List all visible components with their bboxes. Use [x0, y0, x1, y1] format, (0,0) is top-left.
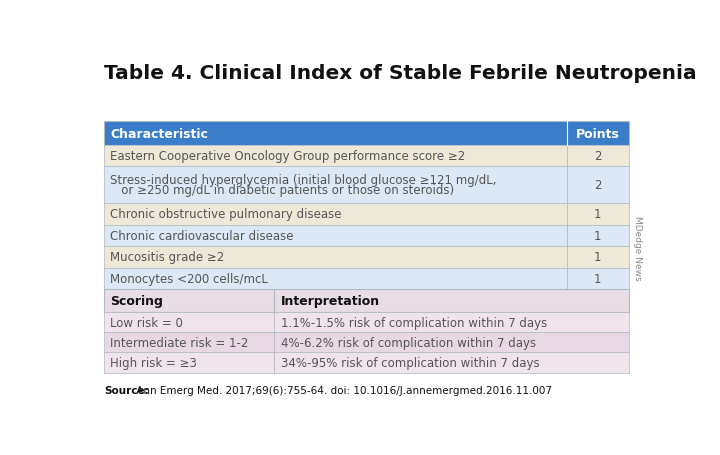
Text: 1: 1 [594, 208, 601, 221]
Text: Mucositis grade ≥2: Mucositis grade ≥2 [110, 251, 225, 264]
Bar [104, 145, 567, 167]
Text: Intermediate risk = 1-2: Intermediate risk = 1-2 [110, 336, 248, 349]
Text: 34%-95% risk of complication within 7 days: 34%-95% risk of complication within 7 da… [281, 356, 539, 369]
Text: Characteristic: Characteristic [110, 127, 208, 140]
Text: Points: Points [576, 127, 620, 140]
Bar [104, 290, 274, 313]
Text: Chronic obstructive pulmonary disease: Chronic obstructive pulmonary disease [110, 208, 342, 221]
Text: Stress-induced hyperglycemia (initial blood glucose ≥121 mg/dL,: Stress-induced hyperglycemia (initial bl… [110, 174, 497, 187]
Bar [104, 313, 274, 333]
Bar [104, 247, 567, 268]
Text: Chronic cardiovascular disease: Chronic cardiovascular disease [110, 229, 294, 243]
Bar [567, 145, 629, 167]
Bar [104, 204, 567, 225]
Text: Eastern Cooperative Oncology Group performance score ≥2: Eastern Cooperative Oncology Group perfo… [110, 150, 465, 162]
Bar [104, 225, 567, 247]
Bar [104, 333, 274, 353]
Text: 1: 1 [594, 251, 601, 264]
Text: 2: 2 [594, 150, 601, 162]
Bar [567, 167, 629, 204]
Text: 2: 2 [594, 179, 601, 192]
Text: Source:: Source: [104, 385, 149, 395]
Text: Monocytes <200 cells/mcL: Monocytes <200 cells/mcL [110, 273, 268, 285]
Text: 4%-6.2% risk of complication within 7 days: 4%-6.2% risk of complication within 7 da… [281, 336, 536, 349]
Bar [274, 353, 629, 373]
Text: Table 4. Clinical Index of Stable Febrile Neutropenia: Table 4. Clinical Index of Stable Febril… [104, 64, 696, 83]
Bar [567, 225, 629, 247]
Text: Interpretation: Interpretation [281, 295, 379, 308]
Bar [567, 247, 629, 268]
Bar [104, 122, 629, 145]
Text: 1: 1 [594, 229, 601, 243]
Bar [567, 268, 629, 290]
Bar [274, 333, 629, 353]
Bar [567, 204, 629, 225]
Bar [274, 313, 629, 333]
Text: Scoring: Scoring [110, 295, 163, 308]
Bar [104, 353, 274, 373]
Text: Low risk = 0: Low risk = 0 [110, 316, 183, 329]
Text: High risk = ≥3: High risk = ≥3 [110, 356, 197, 369]
Text: 1.1%-1.5% risk of complication within 7 days: 1.1%-1.5% risk of complication within 7 … [281, 316, 547, 329]
Bar [104, 167, 567, 204]
Text: or ≥250 mg/dL in diabetic patients or those on steroids): or ≥250 mg/dL in diabetic patients or th… [110, 184, 454, 197]
Text: 1: 1 [594, 273, 601, 285]
Text: Ann Emerg Med. 2017;69(6):755-64. doi: 10.1016/J.annemergmed.2016.11.007: Ann Emerg Med. 2017;69(6):755-64. doi: 1… [133, 385, 552, 395]
Bar [104, 268, 567, 290]
Text: MDedge News: MDedge News [634, 215, 642, 280]
Bar [274, 290, 629, 313]
